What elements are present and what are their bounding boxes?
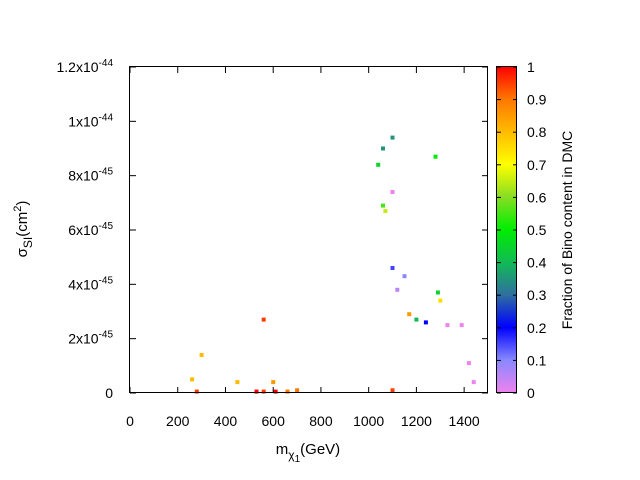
colorbar-ticks: 0 0.1 0.2 0.3 0.4 0.5 0.6 0.7 0.8 0.9 1: [497, 59, 547, 401]
x-tick-label: 1200: [401, 413, 432, 429]
colorbar-tick-label: 1: [527, 59, 535, 75]
y-tick-label: 1.2x10-44: [57, 58, 114, 75]
y-tick-label: 0: [105, 385, 113, 401]
colorbar-tick-label: 0.6: [527, 189, 547, 205]
colorbar-tick-label: 0.3: [527, 287, 547, 303]
data-point: [194, 389, 199, 394]
data-point: [261, 389, 266, 394]
x-tick-label: 0: [126, 413, 134, 429]
data-point: [261, 317, 266, 322]
x-tick-label: 800: [309, 413, 333, 429]
colorbar-tick-label: 0.9: [527, 92, 547, 108]
colorbar-tick-label: 0.5: [527, 222, 547, 238]
data-point: [402, 274, 407, 279]
colorbar-label: Fraction of Bino content in DMC: [559, 131, 575, 329]
colorbar-tick-label: 0.7: [527, 157, 547, 173]
data-point: [466, 361, 471, 366]
x-tick-label: 1400: [449, 413, 480, 429]
y-tick-label: 2x10-45: [68, 330, 113, 347]
data-point: [438, 298, 443, 303]
data-point: [376, 162, 381, 167]
data-point: [190, 377, 195, 382]
colorbar-tick-label: 0.1: [527, 352, 547, 368]
data-point: [199, 353, 204, 357]
data-point: [285, 389, 290, 394]
data-point: [407, 312, 412, 317]
data-point: [390, 388, 395, 393]
y-axis-label: σSI(cm2): [12, 201, 35, 258]
data-point: [390, 135, 395, 140]
data-point: [414, 317, 419, 322]
y-tick-label: 6x10-45: [68, 221, 113, 238]
data-point: [383, 209, 388, 213]
data-point: [459, 323, 464, 328]
data-point: [435, 290, 440, 295]
y-tick-label: 4x10-45: [68, 275, 113, 292]
data-point: [471, 380, 476, 385]
x-tick-label: 400: [214, 413, 238, 429]
colorbar-tick-label: 0.8: [527, 124, 547, 140]
y-tick-label: 1x10-44: [68, 112, 113, 129]
data-point: [254, 389, 259, 394]
x-tick-label: 600: [262, 413, 286, 429]
data-point: [295, 388, 300, 393]
data-point: [395, 287, 400, 292]
colorbar-tick-label: 0.4: [527, 255, 547, 271]
x-axis-label: mχ1(GeV): [276, 441, 340, 465]
data-point: [271, 380, 276, 385]
data-point: [390, 266, 395, 270]
colorbar-tick-label: 0.2: [527, 320, 547, 336]
data-point: [235, 380, 240, 385]
data-point: [423, 320, 428, 325]
x-tick-label: 1000: [353, 413, 384, 429]
data-point: [433, 154, 438, 159]
data-point: [390, 190, 395, 194]
y-tick-label: 8x10-45: [68, 167, 113, 184]
data-points: [190, 135, 476, 394]
data-point: [381, 203, 385, 208]
data-point: [273, 389, 278, 394]
colorbar-tick-label: 0: [527, 385, 535, 401]
x-tick-label: 200: [166, 413, 190, 429]
data-point: [381, 146, 385, 151]
axis-ticks: 0 200 400 600 800 1000 1200 1400 0 2x10-45 4x10-45…: [57, 58, 488, 429]
data-point: [445, 323, 450, 328]
